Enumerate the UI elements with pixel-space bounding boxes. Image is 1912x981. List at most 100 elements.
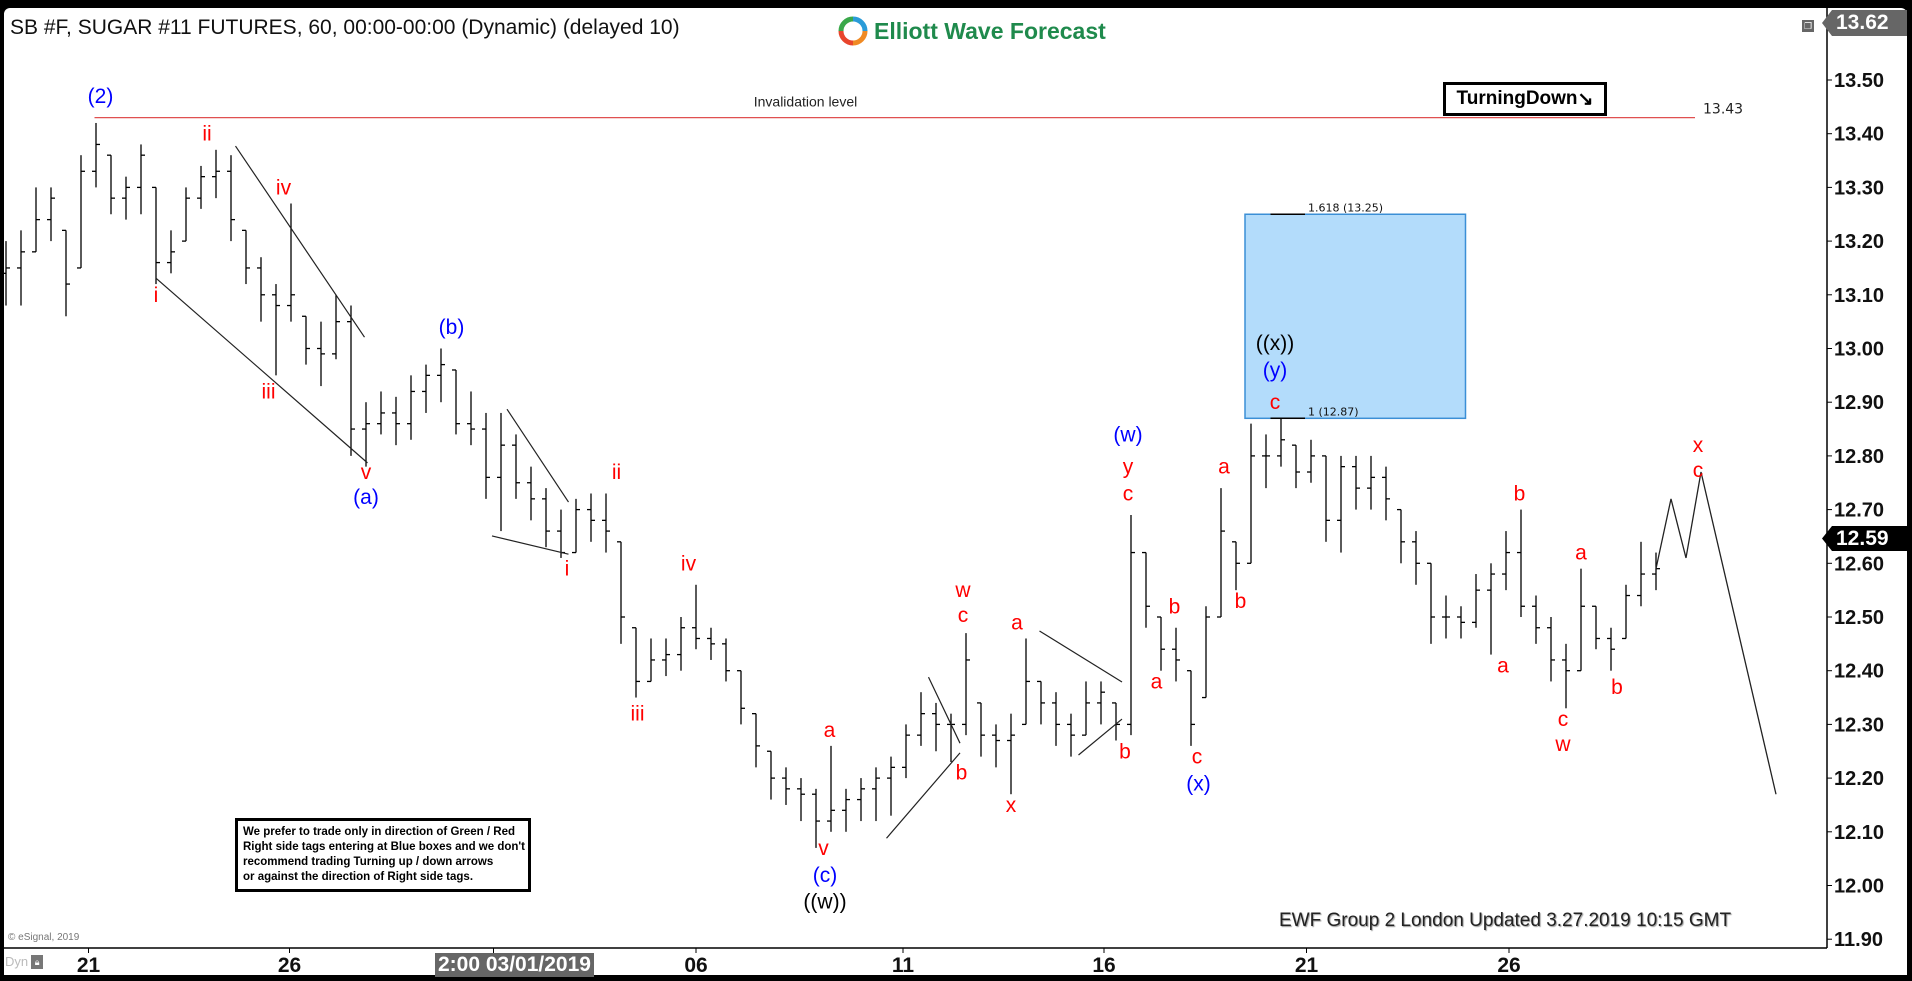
ohlc-bar [1322, 455, 1330, 542]
wave-label: iii [262, 380, 276, 403]
fib-level-label: 1 (12.87) [1308, 405, 1359, 418]
ohlc-bar [1607, 627, 1615, 671]
y-tick-label: 13.10 [1834, 285, 1884, 307]
dyn-label: Dyn [5, 954, 29, 969]
ohlc-bar [482, 412, 490, 499]
ohlc-bar [857, 778, 865, 822]
ohlc-bar [1502, 531, 1510, 591]
logo: Elliott Wave Forecast [838, 16, 1106, 46]
ohlc-bar [272, 284, 280, 376]
wave-label: (b) [439, 316, 465, 339]
ohlc-bar [227, 155, 235, 242]
price-badge-top: 13.62 [1822, 10, 1907, 36]
ohlc-bar [1307, 439, 1315, 483]
ohlc-bar [467, 391, 475, 446]
note-line: We prefer to trade only in direction of … [243, 826, 515, 838]
x-tick-label: 16 [1092, 954, 1115, 977]
ohlc-bar [842, 788, 850, 832]
wave-label: a [824, 719, 836, 742]
ohlc-bar [92, 122, 100, 188]
wave-label: x [1006, 794, 1017, 817]
ohlc-bar [437, 348, 445, 403]
x-tick-label: 06 [684, 954, 707, 977]
ohlc-bar [1382, 466, 1390, 521]
ohlc-bar [1262, 434, 1270, 489]
wave-label: w [1554, 733, 1571, 756]
note-line: recommend trading Turning up / down arro… [243, 856, 494, 868]
ohlc-bar [947, 713, 955, 762]
ohlc-bar [1202, 606, 1210, 699]
y-tick-label: 13.50 [1834, 70, 1884, 92]
wave-label: i [565, 558, 570, 581]
updated-footer: EWF Group 2 London Updated 3.27.2019 10:… [1279, 910, 1732, 931]
wave-label: v [361, 461, 372, 484]
ohlc-bar [17, 230, 25, 306]
ohlc-bar [1367, 455, 1375, 510]
ohlc-bar [707, 627, 715, 660]
ohlc-bar [197, 165, 205, 209]
ohlc-bar [872, 767, 880, 822]
wave-label: c [1270, 391, 1281, 414]
ohlc-bar [977, 702, 985, 757]
ohlc-bar [317, 321, 325, 387]
ohlc-bar [1037, 680, 1045, 725]
ohlc-bar [902, 724, 910, 779]
ohlc-bar [812, 788, 820, 848]
ohlc-bar [572, 498, 580, 554]
ohlc-bar [4, 241, 10, 306]
wave-label: c [1693, 459, 1704, 482]
ohlc-bar [557, 509, 565, 558]
wave-label: iv [681, 552, 697, 575]
plot-area[interactable] [4, 8, 1907, 975]
wave-label: (a) [353, 486, 379, 509]
ohlc-bar [62, 229, 70, 317]
price-badge-last: 12.59 [1822, 526, 1907, 551]
x-tick-label: 11 [892, 954, 915, 977]
ohlc-bar [1067, 713, 1075, 757]
ohlc-bar [407, 375, 415, 440]
ohlc-bar [392, 396, 400, 446]
ohlc-bar [377, 391, 385, 435]
ohlc-bar [722, 638, 730, 682]
y-tick-label: 12.40 [1834, 661, 1884, 683]
ohlc-bar [1127, 514, 1135, 736]
ohlc-bar [347, 305, 355, 456]
turning-label: TurningDown [1456, 88, 1578, 109]
trendline [506, 408, 570, 503]
wave-label: ii [202, 123, 211, 146]
wave-label: b [1514, 482, 1526, 505]
ohlc-bar [47, 187, 55, 242]
ohlc-bar [422, 364, 430, 413]
y-tick-label: 12.90 [1834, 392, 1884, 414]
restore-window-icon[interactable]: ❐ [1802, 20, 1814, 32]
wave-label: b [956, 762, 968, 785]
fib-level-label: 1.618 (13.25) [1308, 201, 1383, 214]
plot-layer: 1.618 (13.25) 1 (12.87) 13.43 Invalidation … [4, 85, 1777, 914]
wave-label: c [1558, 708, 1569, 731]
ohlc-bar [497, 412, 505, 532]
trendline [491, 535, 569, 555]
note-line: Right side tags entering at Blue boxes a… [243, 841, 525, 853]
ohlc-bar [1427, 562, 1435, 644]
y-tick-label: 13.00 [1834, 339, 1884, 361]
ohlc-bar [692, 584, 700, 650]
wave-label: a [1151, 670, 1163, 693]
wave-label: b [1235, 590, 1247, 613]
y-tick-label: 12.70 [1834, 500, 1884, 522]
ohlc-bar [617, 541, 625, 644]
wave-label: b [1611, 676, 1623, 699]
wave-label: i [154, 284, 159, 307]
ohlc-bar [1097, 681, 1105, 725]
chart-title: SB #F, SUGAR #11 FUTURES, 60, 00:00-00:0… [10, 16, 680, 39]
ohlc-bar [1652, 552, 1660, 591]
y-tick-label: 12.10 [1834, 822, 1884, 844]
ohlc-bar [212, 149, 220, 199]
ohlc-bar [602, 493, 610, 553]
dyn-toggle[interactable]: Dyn 🔒︎ [5, 954, 44, 969]
ohlc-bar [32, 187, 40, 253]
y-tick-label: 12.80 [1834, 446, 1884, 468]
lock-icon[interactable]: 🔒︎ [31, 954, 44, 969]
wave-label: w [954, 579, 971, 602]
wave-label: a [1497, 654, 1509, 677]
